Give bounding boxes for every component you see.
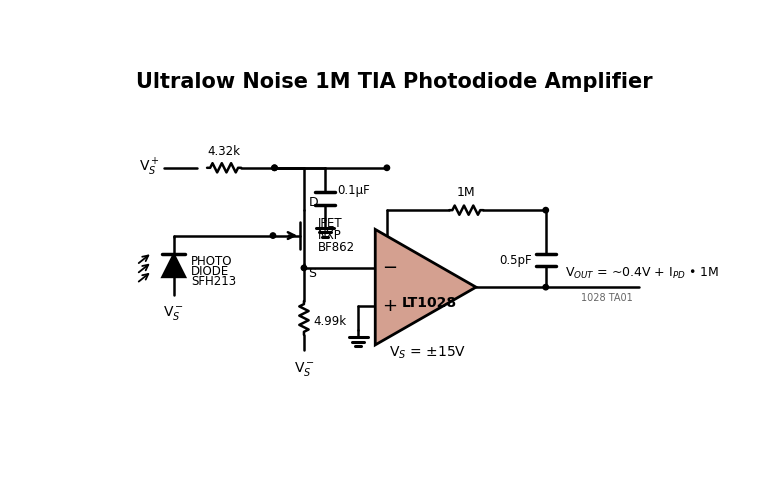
Text: 1M: 1M	[457, 186, 476, 200]
Text: DIODE: DIODE	[191, 265, 229, 278]
Circle shape	[301, 265, 306, 270]
Circle shape	[270, 233, 276, 238]
Text: D: D	[309, 196, 318, 208]
Text: JFET: JFET	[318, 216, 343, 230]
Text: V$_S$ = ±15V: V$_S$ = ±15V	[390, 344, 467, 361]
Text: Ultralow Noise 1M TIA Photodiode Amplifier: Ultralow Noise 1M TIA Photodiode Amplifi…	[136, 72, 653, 92]
Text: +: +	[382, 298, 397, 316]
Text: 0.5pF: 0.5pF	[499, 254, 532, 266]
Text: V$_S^+$: V$_S^+$	[139, 157, 160, 178]
Text: 4.99k: 4.99k	[313, 316, 346, 328]
Text: V$_S^-$: V$_S^-$	[163, 304, 184, 322]
Text: LT1028: LT1028	[402, 296, 457, 310]
Circle shape	[272, 165, 277, 170]
Text: BF862: BF862	[318, 242, 355, 254]
Text: V$_{OUT}$ = ~0.4V + I$_{PD}$ • 1M: V$_{OUT}$ = ~0.4V + I$_{PD}$ • 1M	[565, 266, 719, 281]
Text: NXP: NXP	[318, 229, 342, 242]
Text: V$_S^-$: V$_S^-$	[293, 360, 314, 378]
Polygon shape	[375, 230, 476, 345]
Text: PHOTO: PHOTO	[191, 255, 233, 268]
Text: −: −	[382, 259, 397, 277]
Text: 4.32k: 4.32k	[208, 145, 240, 158]
Circle shape	[543, 208, 548, 213]
Circle shape	[384, 165, 390, 170]
Circle shape	[272, 165, 277, 170]
Text: 0.1μF: 0.1μF	[337, 184, 370, 198]
Text: 1028 TA01: 1028 TA01	[581, 293, 632, 303]
Text: SFH213: SFH213	[191, 276, 236, 288]
Text: S: S	[309, 267, 316, 280]
Polygon shape	[162, 254, 186, 277]
Circle shape	[543, 284, 548, 290]
